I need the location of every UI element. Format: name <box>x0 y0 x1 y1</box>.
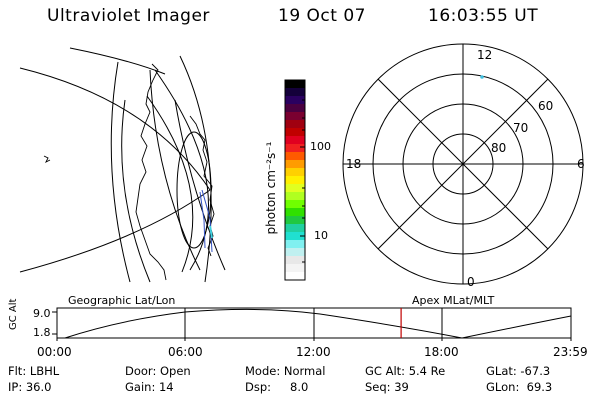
grid-line <box>19 67 211 191</box>
colorbar-tick-label-100: 100 <box>310 140 331 153</box>
polar-label-18: 18 <box>346 157 362 171</box>
colorbar-segment <box>285 240 305 249</box>
meridian-blue <box>201 189 213 253</box>
info-gain: Gain: 14 <box>125 380 174 394</box>
polar-label-0: 0 <box>467 275 475 289</box>
colorbar-segment <box>285 104 305 113</box>
colorbar-segment <box>285 208 305 217</box>
limb-arc <box>146 95 194 273</box>
colorbar-segment <box>285 184 305 193</box>
colorbar-segment <box>285 176 305 185</box>
timeline-x-tick-1200: 12:00 <box>296 345 331 359</box>
info-glat: GLat: -67.3 <box>486 364 551 378</box>
meridian-blue <box>199 191 206 249</box>
polar-ring-label-70: 70 <box>513 121 529 135</box>
timeline-x-tick-1800: 18:00 <box>424 345 459 359</box>
polar-label-6: 6 <box>577 157 585 171</box>
grid-line <box>174 99 226 271</box>
polar-ring-label-60: 60 <box>538 99 554 113</box>
timeline-x-tick-0600: 06:00 <box>168 345 203 359</box>
polar-axis <box>377 78 549 250</box>
colorbar-segment <box>285 80 305 89</box>
info-mode: Mode: Normal <box>245 364 326 378</box>
colorbar-frame <box>284 79 306 281</box>
colorbar-segment <box>285 224 305 233</box>
colorbar-segment <box>285 120 305 129</box>
info-filter: Flt: LBHL <box>8 364 60 378</box>
grid-line <box>121 99 151 283</box>
coastline <box>43 155 51 164</box>
colorbar-segment <box>285 272 305 281</box>
timeline-right-title: Apex MLat/MLT <box>412 294 495 307</box>
colorbar-segment <box>285 136 305 145</box>
time-label: 16:03:55 UT <box>428 6 539 26</box>
meridian-cyan <box>209 225 213 239</box>
polar-label-12: 12 <box>477 48 493 62</box>
colorbar-tick-label-10: 10 <box>314 229 328 242</box>
timeline-y-bottom: 1.8 <box>33 326 51 339</box>
info-gc-alt: GC Alt: 5.4 Re <box>365 364 446 378</box>
colorbar-segment <box>285 168 305 177</box>
colorbar-segment <box>285 112 305 121</box>
timeline-y-top: 9.0 <box>33 307 51 320</box>
grid-line <box>110 61 131 283</box>
colorbar-segment <box>285 96 305 105</box>
date-label: 19 Oct 07 <box>278 6 366 26</box>
limb-arc <box>154 69 210 271</box>
timeline-x-tick-2359: 23:59 <box>553 345 588 359</box>
info-dsp-value: 8.0 <box>290 380 309 394</box>
colorbar-segment <box>285 216 305 225</box>
info-seq: Seq: 39 <box>365 380 409 394</box>
colorbar-segment <box>285 128 305 137</box>
timeline-x-tick-0000: 00:00 <box>37 345 72 359</box>
colorbar-segment <box>285 160 305 169</box>
info-glon: GLon: 69.3 <box>486 380 553 394</box>
altitude-curve <box>64 308 572 339</box>
info-dsp-label: Dsp: <box>245 380 272 394</box>
polar-data-point <box>480 75 484 79</box>
colorbar-segment <box>285 88 305 97</box>
info-ip: IP: 36.0 <box>8 380 52 394</box>
polar-ring-label-80: 80 <box>491 141 507 155</box>
colorbar-segment <box>285 152 305 161</box>
colorbar-segment <box>285 200 305 209</box>
colorbar-segment <box>285 256 305 265</box>
colorbar-segment <box>285 144 305 153</box>
instrument-title: Ultraviolet Imager <box>47 6 210 26</box>
colorbar-segment <box>285 248 305 257</box>
colorbar-segment <box>285 264 305 273</box>
coastline <box>135 63 167 281</box>
timeline-left-title: Geographic Lat/Lon <box>68 294 176 307</box>
coastline <box>189 115 215 257</box>
info-door: Door: Open <box>125 364 191 378</box>
colorbar-segment <box>285 232 305 241</box>
colorbar-segment <box>285 192 305 201</box>
